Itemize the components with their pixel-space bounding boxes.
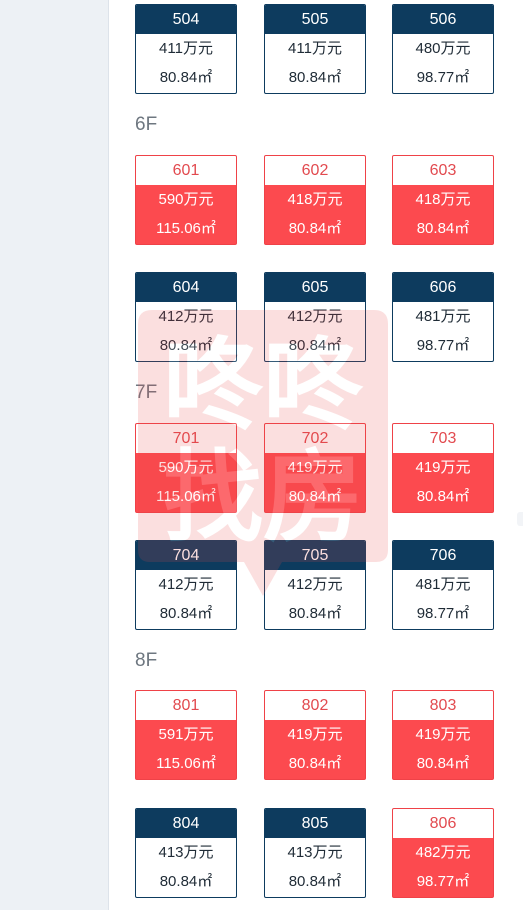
unit-card-803[interactable]: 803 419万元 80.84㎡ <box>392 690 494 780</box>
unit-price: 418万元 <box>415 191 471 208</box>
unit-price: 480万元 <box>415 40 471 57</box>
unit-price: 411万元 <box>288 40 342 57</box>
unit-card-805[interactable]: 805 413万元 80.84㎡ <box>264 808 366 898</box>
unit-area: 80.84㎡ <box>159 337 213 354</box>
unit-number: 506 <box>393 5 493 34</box>
unit-number: 801 <box>136 691 236 720</box>
unit-area: 98.77㎡ <box>416 605 470 622</box>
unit-area: 80.84㎡ <box>416 220 470 237</box>
unit-number: 702 <box>265 424 365 453</box>
unit-price: 418万元 <box>287 191 343 208</box>
unit-area: 98.77㎡ <box>416 69 470 86</box>
unit-number: 706 <box>393 541 493 570</box>
unit-price: 419万元 <box>415 459 471 476</box>
unit-area: 80.84㎡ <box>288 337 342 354</box>
unit-area: 80.84㎡ <box>288 488 342 505</box>
unit-number: 604 <box>136 273 236 302</box>
unit-number: 803 <box>393 691 493 720</box>
unit-number: 705 <box>265 541 365 570</box>
unit-number: 504 <box>136 5 236 34</box>
unit-price: 412万元 <box>158 308 214 325</box>
unit-number: 804 <box>136 809 236 838</box>
unit-card-505[interactable]: 505 411万元 80.84㎡ <box>264 4 366 94</box>
unit-card-703[interactable]: 703 419万元 80.84㎡ <box>392 423 494 513</box>
unit-card-506[interactable]: 506 480万元 98.77㎡ <box>392 4 494 94</box>
unit-price: 411万元 <box>159 40 213 57</box>
unit-card-601[interactable]: 601 590万元 115.06㎡ <box>135 155 237 245</box>
left-side-panel <box>0 0 109 910</box>
unit-number: 703 <box>393 424 493 453</box>
unit-price: 419万元 <box>287 459 343 476</box>
unit-price: 412万元 <box>158 576 214 593</box>
unit-number: 701 <box>136 424 236 453</box>
unit-row: 504 411万元 80.84㎡ 505 411万元 80.84㎡ 506 48… <box>135 4 515 94</box>
unit-row: 704 412万元 80.84㎡ 705 412万元 80.84㎡ 706 48… <box>135 540 515 630</box>
unit-card-804[interactable]: 804 413万元 80.84㎡ <box>135 808 237 898</box>
unit-card-602[interactable]: 602 418万元 80.84㎡ <box>264 155 366 245</box>
unit-number: 602 <box>265 156 365 185</box>
unit-price: 591万元 <box>158 726 214 743</box>
unit-number: 603 <box>393 156 493 185</box>
unit-price: 481万元 <box>415 576 471 593</box>
unit-number: 505 <box>265 5 365 34</box>
unit-price: 413万元 <box>158 844 214 861</box>
unit-area: 80.84㎡ <box>288 69 342 86</box>
unit-area: 80.84㎡ <box>288 755 342 772</box>
unit-area: 80.84㎡ <box>416 488 470 505</box>
unit-card-704[interactable]: 704 412万元 80.84㎡ <box>135 540 237 630</box>
unit-price: 413万元 <box>287 844 343 861</box>
unit-area: 98.77㎡ <box>416 337 470 354</box>
unit-area: 80.84㎡ <box>159 69 213 86</box>
unit-card-504[interactable]: 504 411万元 80.84㎡ <box>135 4 237 94</box>
unit-area: 80.84㎡ <box>159 873 213 890</box>
scroll-edge-marker <box>517 512 523 526</box>
unit-card-801[interactable]: 801 591万元 115.06㎡ <box>135 690 237 780</box>
unit-price: 481万元 <box>415 308 471 325</box>
unit-area: 98.77㎡ <box>416 873 470 890</box>
unit-card-702[interactable]: 702 419万元 80.84㎡ <box>264 423 366 513</box>
unit-card-806[interactable]: 806 482万元 98.77㎡ <box>392 808 494 898</box>
unit-card-603[interactable]: 603 418万元 80.84㎡ <box>392 155 494 245</box>
unit-area: 115.06㎡ <box>156 220 216 237</box>
unit-number: 704 <box>136 541 236 570</box>
unit-number: 601 <box>136 156 236 185</box>
unit-price: 419万元 <box>415 726 471 743</box>
unit-price: 482万元 <box>415 844 471 861</box>
unit-number: 805 <box>265 809 365 838</box>
unit-row: 604 412万元 80.84㎡ 605 412万元 80.84㎡ 606 48… <box>135 272 515 362</box>
unit-area: 80.84㎡ <box>159 605 213 622</box>
unit-row: 804 413万元 80.84㎡ 805 413万元 80.84㎡ 806 48… <box>135 808 515 898</box>
unit-card-604[interactable]: 604 412万元 80.84㎡ <box>135 272 237 362</box>
unit-card-705[interactable]: 705 412万元 80.84㎡ <box>264 540 366 630</box>
unit-area: 80.84㎡ <box>288 873 342 890</box>
unit-number: 605 <box>265 273 365 302</box>
unit-area: 80.84㎡ <box>288 220 342 237</box>
unit-area: 115.06㎡ <box>156 755 216 772</box>
unit-row: 801 591万元 115.06㎡ 802 419万元 80.84㎡ 803 4… <box>135 690 515 780</box>
floor-label: 6F <box>135 114 158 135</box>
unit-number: 806 <box>393 809 493 838</box>
unit-price: 590万元 <box>158 459 214 476</box>
unit-area: 80.84㎡ <box>416 755 470 772</box>
unit-price: 419万元 <box>287 726 343 743</box>
floor-label: 7F <box>135 382 158 403</box>
unit-card-701[interactable]: 701 590万元 115.06㎡ <box>135 423 237 513</box>
unit-area: 80.84㎡ <box>288 605 342 622</box>
unit-price: 590万元 <box>158 191 214 208</box>
unit-price: 412万元 <box>287 576 343 593</box>
unit-card-706[interactable]: 706 481万元 98.77㎡ <box>392 540 494 630</box>
unit-grid: 504 411万元 80.84㎡ 505 411万元 80.84㎡ 506 48… <box>135 0 515 910</box>
unit-area: 115.06㎡ <box>156 488 216 505</box>
unit-card-802[interactable]: 802 419万元 80.84㎡ <box>264 690 366 780</box>
unit-row: 601 590万元 115.06㎡ 602 418万元 80.84㎡ 603 4… <box>135 155 515 245</box>
unit-row: 701 590万元 115.06㎡ 702 419万元 80.84㎡ 703 4… <box>135 423 515 513</box>
unit-number: 606 <box>393 273 493 302</box>
unit-card-605[interactable]: 605 412万元 80.84㎡ <box>264 272 366 362</box>
unit-card-606[interactable]: 606 481万元 98.77㎡ <box>392 272 494 362</box>
unit-number: 802 <box>265 691 365 720</box>
unit-price: 412万元 <box>287 308 343 325</box>
floor-label: 8F <box>135 650 158 671</box>
